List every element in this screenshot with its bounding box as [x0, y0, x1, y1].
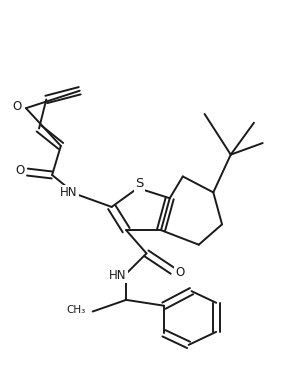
- Text: O: O: [13, 100, 22, 113]
- Text: O: O: [175, 266, 185, 279]
- Text: S: S: [135, 177, 144, 190]
- Text: O: O: [16, 164, 25, 177]
- Text: HN: HN: [60, 186, 78, 199]
- Text: HN: HN: [109, 269, 127, 282]
- Text: CH₃: CH₃: [66, 305, 86, 315]
